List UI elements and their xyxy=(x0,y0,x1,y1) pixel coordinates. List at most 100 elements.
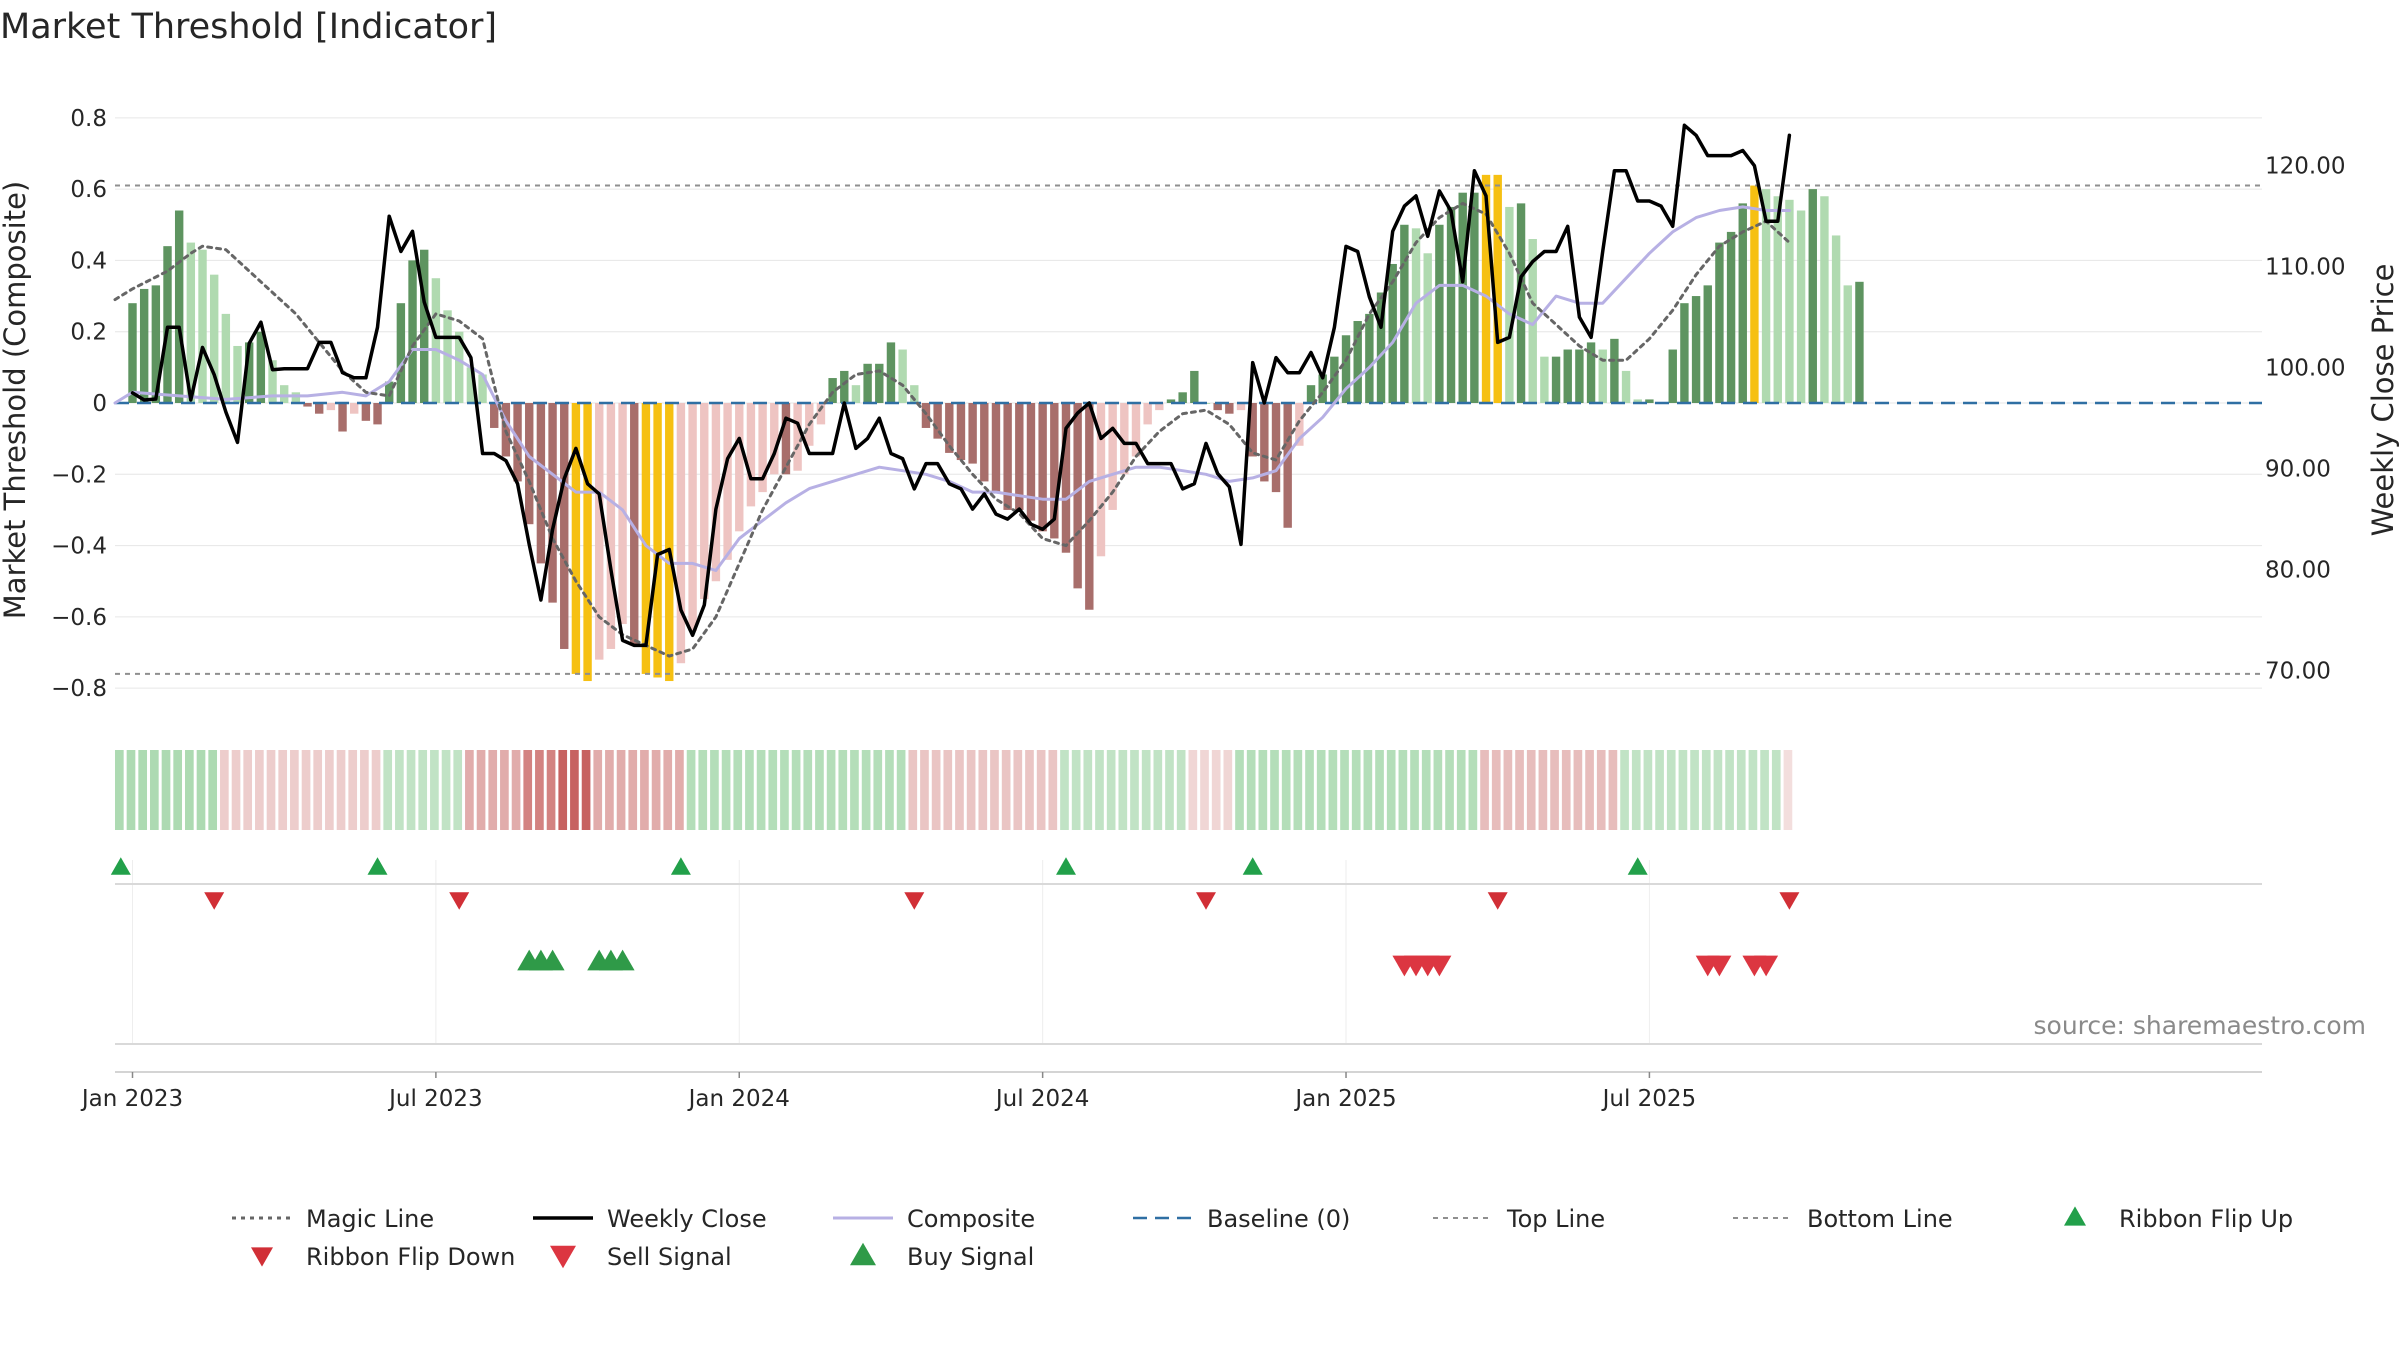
ribbon-cell xyxy=(1270,750,1279,830)
axes: −0.8 −0.6 −0.4 −0.2 0 0.2 0.4 0.6 0.8 70.00 80.00 9… xyxy=(51,106,2345,1112)
y2-tick-label: 80.00 xyxy=(2265,558,2331,584)
ribbon-cell xyxy=(1048,750,1058,830)
composite-bar xyxy=(1108,403,1117,510)
y-axis-title: Market Threshold (Composite) xyxy=(0,181,32,619)
ribbon-cell xyxy=(511,750,521,830)
composite-bar xyxy=(1738,203,1747,403)
ribbon-cell xyxy=(325,750,334,830)
composite-bar xyxy=(443,310,452,403)
composite-bar xyxy=(209,274,219,403)
composite-bar xyxy=(898,349,907,403)
ribbon-cell xyxy=(1678,750,1688,830)
composite-bar xyxy=(851,385,861,403)
ribbon-cell xyxy=(721,750,731,830)
ribbon-cell xyxy=(1550,750,1559,830)
composite-bar xyxy=(1423,253,1432,403)
ribbon-cell xyxy=(430,750,439,830)
ribbon-cell xyxy=(1351,750,1361,830)
ribbon-cell xyxy=(488,750,498,830)
ribbon-flip-up-marker xyxy=(1627,857,1648,875)
composite-bar xyxy=(1575,349,1584,403)
ribbon-flip-down-marker xyxy=(904,892,925,910)
y2-tick-label: 110.00 xyxy=(2265,255,2345,281)
ribbon-cell xyxy=(1293,750,1303,830)
ribbon-cell xyxy=(301,750,311,830)
composite-bar xyxy=(770,403,779,475)
sell-signal-marker xyxy=(1754,955,1779,977)
ribbon-cell xyxy=(838,750,848,830)
ribbon-cell xyxy=(1363,750,1373,830)
composite-bar xyxy=(735,403,744,532)
ribbon-cell xyxy=(675,750,684,830)
composite-bar xyxy=(1248,403,1257,457)
composite-bar xyxy=(1038,403,1047,532)
ribbon-cell xyxy=(185,750,194,830)
ribbon-cell xyxy=(1433,750,1443,830)
ribbon-cell xyxy=(896,750,906,830)
composite-bar xyxy=(373,403,382,425)
composite-bar xyxy=(525,403,534,525)
composite-bar xyxy=(1295,403,1304,446)
ribbon-cell xyxy=(1748,750,1758,830)
y2-axis-title: Weekly Close Price xyxy=(2366,264,2400,537)
x-tick-label: Jul 2023 xyxy=(387,1086,483,1112)
ribbon-cell xyxy=(1701,750,1711,830)
ribbon-cell xyxy=(1130,750,1139,830)
legend-label: Top Line xyxy=(1506,1205,1605,1233)
composite-bar xyxy=(338,403,347,432)
composite-bar xyxy=(1458,192,1467,403)
ribbon-cell xyxy=(686,750,696,830)
ribbon-cell xyxy=(1106,750,1116,830)
ribbon-cell xyxy=(360,750,369,830)
composite-bar xyxy=(816,403,826,425)
sell-signal-marker xyxy=(1707,955,1732,977)
composite-bar xyxy=(1493,174,1502,403)
composite-bar xyxy=(1435,224,1444,403)
ribbon-cell xyxy=(161,750,171,830)
composite-bar xyxy=(233,345,242,403)
composite-bar xyxy=(1225,403,1234,414)
y-tick-label: 0.6 xyxy=(70,177,107,203)
ribbon-cell xyxy=(1036,750,1046,830)
ribbon-cell xyxy=(500,750,509,830)
composite-bar xyxy=(1411,228,1421,403)
x-tick-label: Jan 2025 xyxy=(1293,1086,1396,1112)
ribbon-cell xyxy=(1188,750,1198,830)
ribbon-cell xyxy=(710,750,719,830)
y-tick-label: −0.2 xyxy=(51,462,107,488)
ribbon-cell xyxy=(1398,750,1408,830)
ribbon-cell xyxy=(1725,750,1734,830)
legend-item-close: Weekly Close xyxy=(533,1205,767,1233)
composite-bar xyxy=(1365,313,1374,403)
composite-bar xyxy=(1855,281,1864,403)
legend-label: Weekly Close xyxy=(607,1205,767,1233)
composite-bar xyxy=(1785,199,1794,403)
y2-tick-label: 90.00 xyxy=(2265,457,2331,483)
ribbon-cell xyxy=(1200,750,1209,830)
ribbon-cell xyxy=(1176,750,1186,830)
composite-bar xyxy=(1505,206,1514,403)
composite-bar xyxy=(700,403,709,600)
composite-bar xyxy=(128,303,137,403)
composite-bar xyxy=(1621,370,1631,403)
ribbon-flip-up-marker xyxy=(1056,857,1076,875)
ribbon-flip-down-marker xyxy=(449,892,470,910)
legend-item-baseline: Baseline (0) xyxy=(1133,1205,1350,1233)
composite-bar xyxy=(571,403,581,674)
ribbon-cell xyxy=(1468,750,1478,830)
y-tick-label: 0.2 xyxy=(70,320,107,346)
legend-label: Baseline (0) xyxy=(1207,1205,1350,1233)
ribbon-cell xyxy=(756,750,766,830)
legend-item-flipdown: Ribbon Flip Down xyxy=(251,1243,515,1271)
ribbon-cell xyxy=(1071,750,1081,830)
ribbon-cell xyxy=(535,750,544,830)
ribbon-cell xyxy=(1655,750,1664,830)
composite-bar xyxy=(186,242,196,403)
ribbon-cell xyxy=(336,750,346,830)
magic-line xyxy=(113,201,1791,658)
ribbon-cell xyxy=(1783,750,1793,830)
ribbon-flip-up-marker xyxy=(1242,857,1263,875)
legend: Magic Line Weekly Close Composite Baseline … xyxy=(232,1205,2293,1271)
ribbon-cell xyxy=(593,750,603,830)
